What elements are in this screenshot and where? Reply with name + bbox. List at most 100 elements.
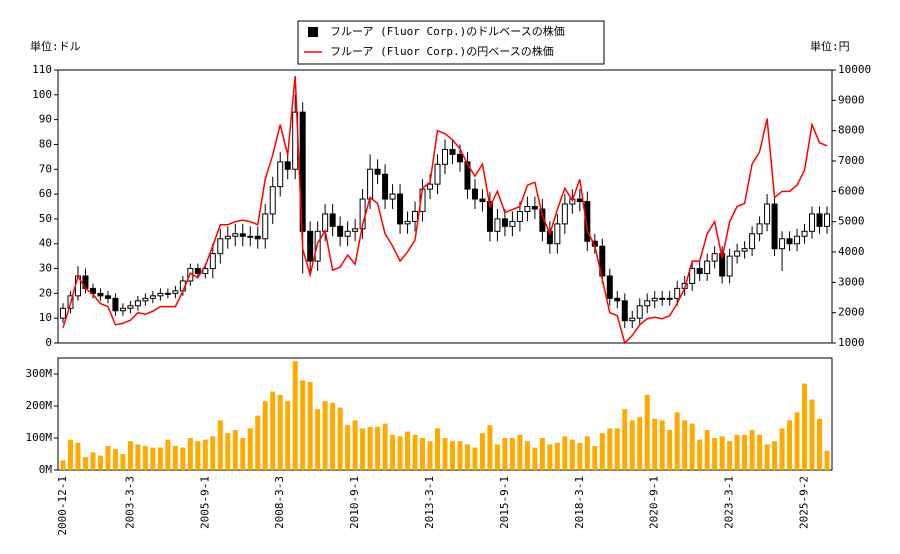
volume-bar <box>592 446 598 470</box>
candle-body <box>442 148 448 165</box>
candle-body <box>576 198 583 203</box>
volume-bar <box>150 447 156 470</box>
volume-bar <box>794 412 800 470</box>
volume-bar <box>420 438 426 470</box>
volume-bar <box>157 447 163 470</box>
x-tick-label: 2010-9-1 <box>348 476 361 529</box>
volume-bar <box>577 442 583 470</box>
x-tick-label: 2000-12-1 <box>56 476 69 536</box>
volume-bar <box>697 439 703 470</box>
volume-bar <box>225 433 231 470</box>
y-unit-label: 単位:ドル <box>30 39 81 53</box>
candle-body <box>734 250 741 257</box>
volume-bar <box>172 446 178 470</box>
volume-bar <box>217 420 223 470</box>
candle-body <box>756 223 763 235</box>
candle-body <box>142 297 149 302</box>
volume-bar <box>719 436 725 470</box>
volume-bar <box>322 401 328 470</box>
volume-bar <box>375 426 381 470</box>
candle-body <box>531 206 538 210</box>
volume-bar <box>247 428 253 470</box>
candle-body <box>164 292 171 295</box>
candle-body <box>112 297 119 312</box>
candle-body <box>651 297 658 302</box>
volume-bar <box>405 431 411 470</box>
y-tick-label: 60 <box>39 187 52 200</box>
candle-body <box>659 297 666 300</box>
candle-body <box>412 210 419 222</box>
volume-bar <box>67 439 73 470</box>
volume-bar <box>330 402 336 470</box>
volume-bar <box>337 407 343 470</box>
y-tick-label: 80 <box>39 137 52 150</box>
volume-bar <box>487 425 493 470</box>
volume-bar <box>532 447 538 470</box>
candle-body <box>696 268 703 275</box>
volume-bar <box>60 460 66 470</box>
candle-body <box>277 161 284 188</box>
y-tick-label: 0 <box>45 336 52 349</box>
y2-tick-label: 6000 <box>838 184 865 197</box>
volume-bar <box>667 430 673 470</box>
candle-body <box>606 275 613 299</box>
candle-body <box>689 268 696 284</box>
volume-bar <box>187 438 193 470</box>
volume-bar <box>554 442 560 470</box>
candle-body <box>427 183 434 190</box>
candle-body <box>307 230 314 262</box>
candle-body <box>337 225 344 237</box>
candle-body <box>262 213 269 240</box>
candle-body <box>636 305 643 319</box>
candle-body <box>194 268 201 275</box>
volume-bar <box>749 430 755 470</box>
y-tick-label: 50 <box>39 212 52 225</box>
x-tick-label: 2015-9-1 <box>498 476 511 529</box>
volume-bar <box>165 439 171 470</box>
candle-body <box>449 148 456 155</box>
volume-bar <box>689 423 695 470</box>
candle-body <box>644 300 651 307</box>
volume-bar <box>449 441 455 470</box>
x-tick-label: 2003-3-3 <box>123 476 136 529</box>
candle-body <box>711 253 718 262</box>
volume-bar <box>397 436 403 470</box>
volume-bar <box>614 428 620 470</box>
volume-bar <box>569 439 575 470</box>
candle-body <box>254 235 261 240</box>
y-tick-label: 100 <box>32 88 52 101</box>
volume-bar <box>734 434 740 470</box>
candle-body <box>824 213 830 227</box>
volume-bar <box>457 441 463 470</box>
candle-body <box>157 292 164 297</box>
candle-body <box>621 300 628 322</box>
y-tick-label: 70 <box>39 162 52 175</box>
yen-line <box>62 75 828 345</box>
candle-body <box>397 193 404 225</box>
y2-tick-label: 9000 <box>838 93 865 106</box>
volume-bar <box>435 428 441 470</box>
volume-bar <box>180 447 186 470</box>
y-tick-label: 10 <box>39 311 52 324</box>
volume-bar <box>367 426 373 470</box>
y2-tick-label: 2000 <box>838 306 865 319</box>
volume-bar <box>502 438 508 470</box>
volume-bar <box>674 412 680 470</box>
candle-body <box>666 297 673 300</box>
volume-bar <box>382 423 388 470</box>
candle-body <box>554 223 561 245</box>
candle-body <box>352 228 359 232</box>
x-tick-label: 2008-3-3 <box>273 476 286 529</box>
x-tick-label: 2025-9-2 <box>798 476 811 529</box>
candle-body <box>149 295 156 299</box>
volume-bar <box>764 444 770 470</box>
candle-body <box>771 203 778 250</box>
volume-bar <box>652 418 658 470</box>
candle-body <box>209 253 216 270</box>
candle-body <box>794 235 801 245</box>
volume-bar <box>637 417 643 470</box>
volume-bar <box>105 446 111 470</box>
volume-bar <box>195 441 201 470</box>
candle-body <box>509 220 516 227</box>
y2-tick-label: 10000 <box>838 63 871 76</box>
